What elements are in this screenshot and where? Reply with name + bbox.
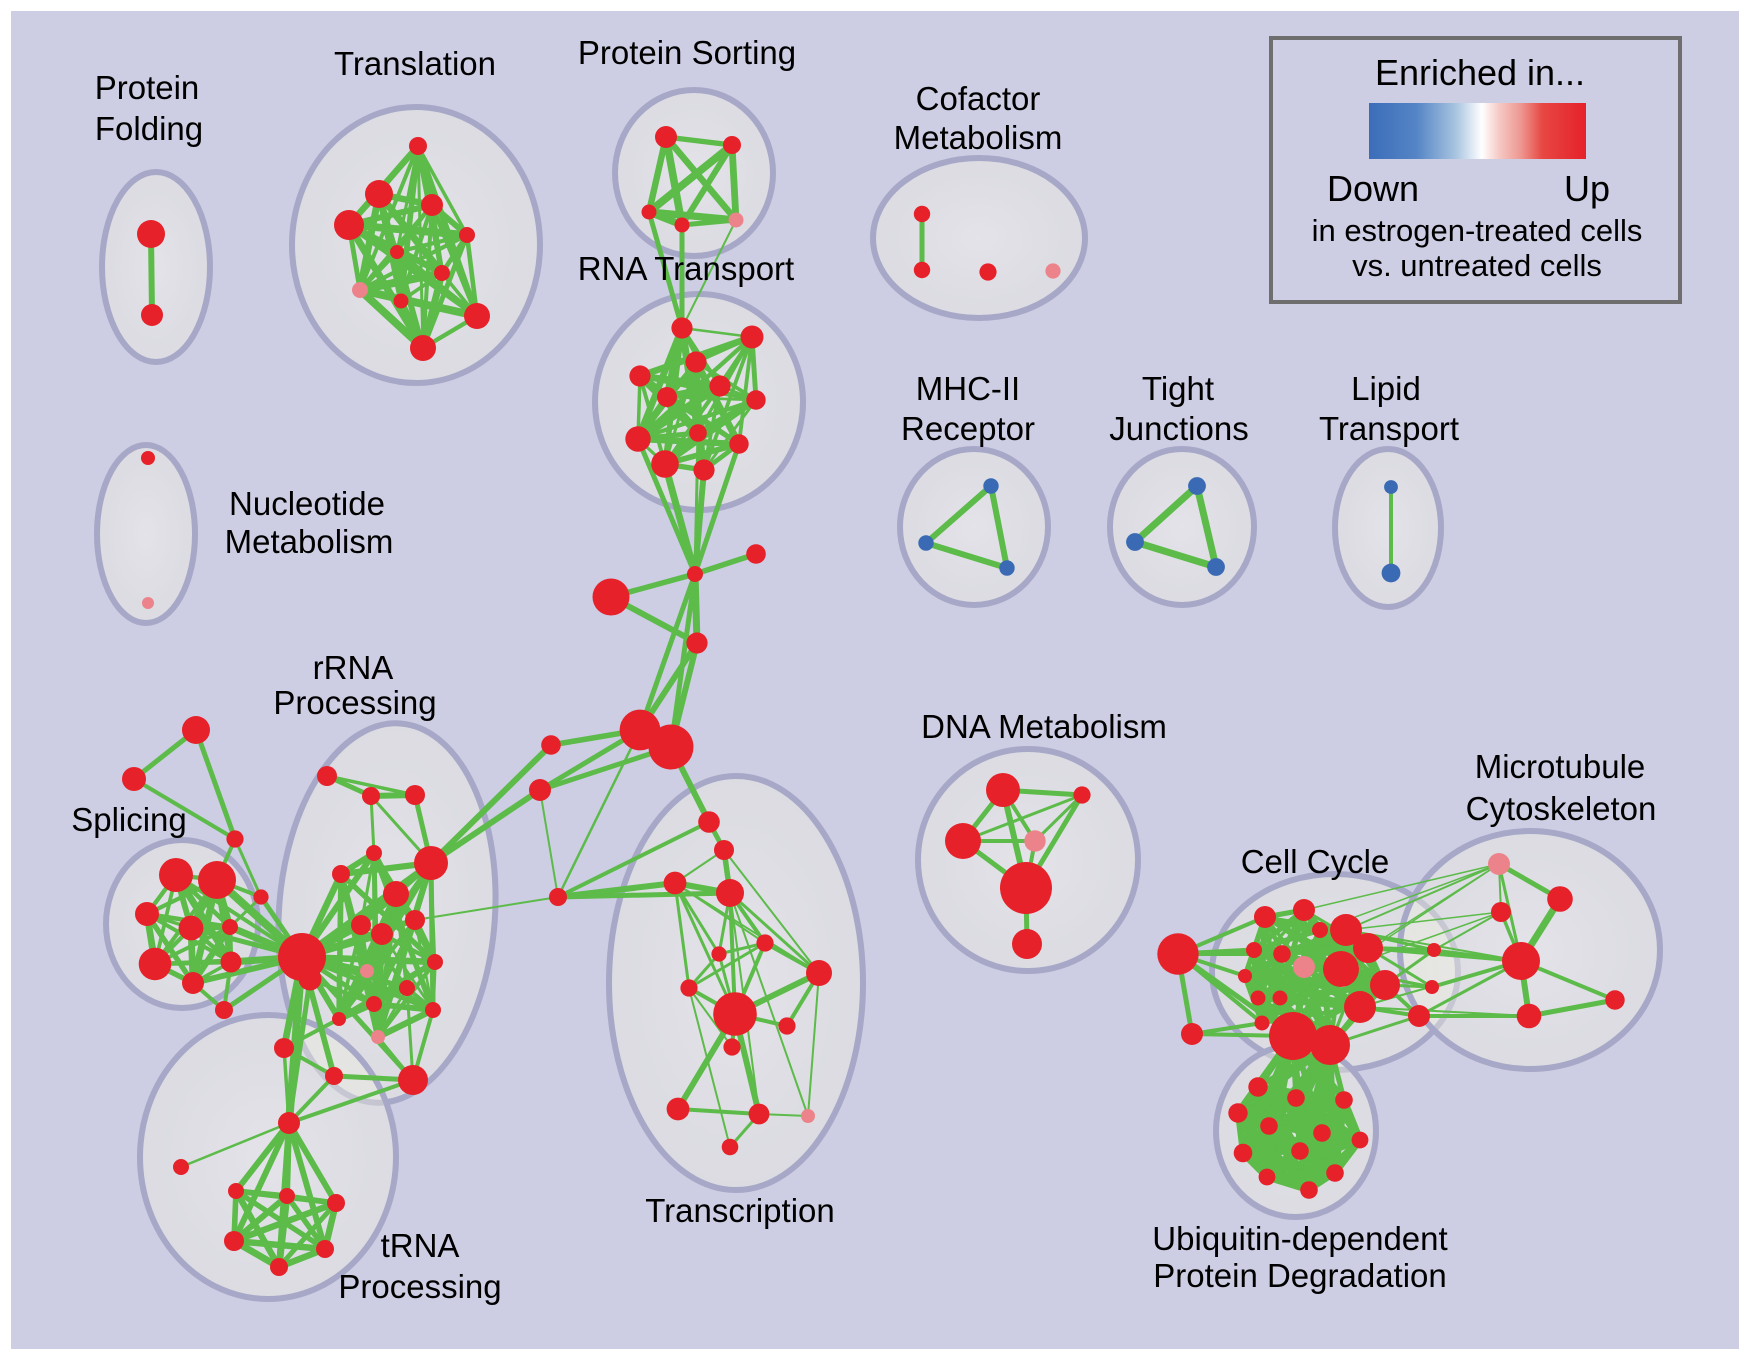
svg-text:RNA Transport: RNA Transport [578, 250, 794, 287]
svg-text:in estrogen-treated cells: in estrogen-treated cells [1312, 213, 1643, 248]
svg-text:Microtubule: Microtubule [1475, 748, 1646, 785]
svg-text:Translation: Translation [334, 45, 496, 82]
svg-text:Splicing: Splicing [71, 801, 187, 838]
svg-text:Ubiquitin-dependent: Ubiquitin-dependent [1152, 1220, 1447, 1257]
svg-text:Processing: Processing [338, 1268, 501, 1305]
svg-text:rRNA: rRNA [313, 649, 394, 686]
svg-text:Down: Down [1327, 168, 1419, 209]
svg-text:Cytoskeleton: Cytoskeleton [1466, 790, 1657, 827]
svg-text:Transport: Transport [1319, 410, 1459, 447]
svg-text:Cofactor: Cofactor [916, 80, 1041, 117]
svg-text:Protein Sorting: Protein Sorting [578, 34, 796, 71]
svg-text:Transcription: Transcription [645, 1192, 835, 1229]
svg-text:vs. untreated cells: vs. untreated cells [1352, 248, 1602, 283]
svg-text:Processing: Processing [273, 684, 436, 721]
svg-text:Junctions: Junctions [1109, 410, 1248, 447]
svg-text:tRNA: tRNA [381, 1227, 460, 1264]
svg-text:Folding: Folding [95, 110, 203, 147]
svg-text:Metabolism: Metabolism [225, 523, 394, 560]
svg-text:Cell Cycle: Cell Cycle [1241, 843, 1390, 880]
svg-text:Protein Degradation: Protein Degradation [1153, 1257, 1447, 1294]
svg-text:Receptor: Receptor [901, 410, 1035, 447]
svg-text:Lipid: Lipid [1351, 370, 1421, 407]
svg-text:Enriched in...: Enriched in... [1375, 52, 1585, 93]
svg-text:Nucleotide: Nucleotide [229, 485, 385, 522]
svg-text:Protein: Protein [95, 69, 200, 106]
svg-text:DNA Metabolism: DNA Metabolism [921, 708, 1167, 745]
svg-text:Metabolism: Metabolism [894, 119, 1063, 156]
svg-text:MHC-II: MHC-II [916, 370, 1020, 407]
svg-text:Up: Up [1564, 168, 1610, 209]
svg-text:Tight: Tight [1142, 370, 1214, 407]
